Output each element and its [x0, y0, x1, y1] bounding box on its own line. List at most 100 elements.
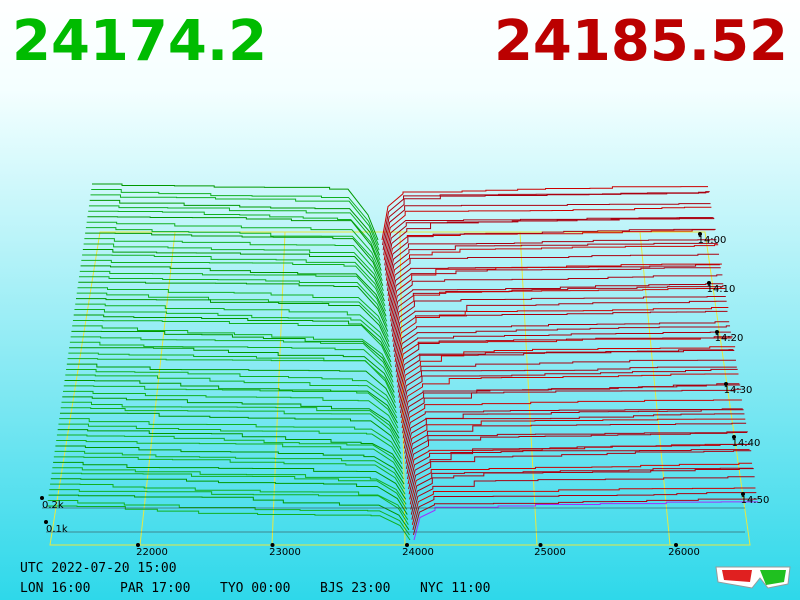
- depth-label: 0.2k: [42, 500, 64, 511]
- ask-depth-line: [395, 325, 731, 373]
- bid-depth-line: [88, 210, 382, 266]
- ask-depth-line: [382, 191, 710, 251]
- bid-depth-line: [88, 205, 381, 261]
- bid-depth-line: [50, 478, 408, 515]
- price-tick: [270, 543, 275, 547]
- depth-lines: [47, 183, 758, 541]
- axis-labels: 22000 23000 24000 25000 26000 14:00 14:10 14:20…: [40, 232, 769, 558]
- bid-depth-line: [77, 287, 389, 337]
- bid-depth-line: [86, 221, 383, 276]
- bid-depth-line: [55, 445, 405, 485]
- ask-depth-line: [407, 431, 748, 480]
- ask-depth-line: [393, 300, 727, 352]
- bid-depth-line: [58, 423, 403, 464]
- bid-price: 24174.2: [12, 9, 267, 74]
- time-label: 14:10: [707, 284, 736, 295]
- ask-depth-line: [394, 306, 729, 363]
- time-label: 14:50: [741, 495, 770, 506]
- price-label: 22000: [136, 547, 168, 558]
- bid-depth-line: [54, 450, 406, 490]
- bid-depth-line: [85, 227, 383, 281]
- price-tick: [674, 543, 678, 547]
- ask-depth-line: [400, 368, 738, 419]
- ask-depth-line: [413, 501, 758, 541]
- ask-depth-line: [381, 186, 708, 241]
- ask-depth-line: [388, 244, 719, 302]
- bid-depth-line: [47, 500, 410, 536]
- ask-depth-line: [399, 359, 736, 408]
- bid-depth-line: [89, 199, 381, 256]
- utc-time: UTC 2022-07-20 15:00: [20, 561, 177, 576]
- ask-depth-line: [398, 346, 736, 403]
- ask-depth-line: [397, 349, 734, 393]
- ask-depth-line: [390, 274, 723, 327]
- bid-depth-line: [60, 407, 401, 449]
- zone-time: PAR 17:00: [120, 581, 190, 596]
- bid-depth-line: [72, 325, 393, 373]
- ask-depth-line: [409, 462, 753, 505]
- ask-depth-line: [389, 267, 721, 317]
- bid-depth-line: [92, 183, 379, 241]
- bid-depth-line: [48, 494, 410, 531]
- bid-depth-line: [90, 194, 380, 251]
- bid-depth-line: [82, 248, 385, 302]
- ask-depth-line: [384, 217, 713, 266]
- bid-depth-line: [70, 336, 394, 383]
- bid-depth-line: [67, 358, 396, 403]
- bid-depth-line: [49, 489, 409, 526]
- ask-depth-line: [405, 422, 747, 469]
- bid-depth-line: [65, 374, 398, 419]
- bid-depth-line: [75, 298, 390, 347]
- bid-depth-line: [51, 472, 408, 510]
- time-tick: [715, 330, 719, 334]
- bid-depth-line: [72, 319, 393, 368]
- ask-depth-line: [396, 331, 731, 378]
- bid-depth-line: [76, 292, 390, 342]
- ask-depth-line: [410, 468, 754, 515]
- bid-depth-line: [79, 270, 388, 322]
- bid-depth-line: [61, 401, 401, 444]
- ask-depth-line: [406, 432, 747, 475]
- time-tick: [741, 492, 745, 496]
- ask-depth-line: [401, 373, 739, 424]
- ask-depth-line: [392, 287, 726, 342]
- ask-depth-line: [407, 443, 749, 485]
- 3d-glasses-icon: [715, 566, 791, 589]
- bid-depth-line: [59, 412, 402, 454]
- time-tick: [732, 435, 736, 439]
- depth-tick: [44, 520, 48, 524]
- bid-depth-line: [66, 369, 397, 414]
- time-label: 14:40: [732, 438, 761, 449]
- bid-depth-line: [73, 314, 392, 363]
- time-label: 14:20: [715, 333, 744, 344]
- ask-depth-line: [383, 206, 712, 261]
- ask-depth-line: [399, 366, 737, 413]
- bid-depth-line: [50, 483, 409, 520]
- ask-depth-line: [412, 492, 757, 530]
- bid-depth-line: [52, 467, 407, 505]
- bid-depth-line: [66, 363, 397, 409]
- bid-depth-line: [53, 456, 406, 495]
- price-tick: [538, 543, 543, 547]
- zone-time: NYC 11:00: [420, 581, 490, 596]
- price-label: 24000: [402, 547, 434, 558]
- ask-price: 24185.52: [494, 9, 788, 74]
- ask-depth-line: [411, 476, 755, 520]
- bid-depth-line: [87, 216, 382, 271]
- bid-depth-line: [78, 281, 389, 332]
- ask-depth-line: [398, 350, 735, 398]
- bid-depth-line: [63, 385, 399, 429]
- ask-depth-line: [403, 408, 743, 449]
- bid-depth-line: [84, 238, 384, 292]
- bid-depth-line: [83, 243, 385, 297]
- price-label: 26000: [668, 547, 700, 558]
- time-tick: [724, 382, 728, 386]
- ask-depth-line: [405, 418, 746, 464]
- depth-label: 0.1k: [46, 524, 68, 535]
- ask-depth-line: [395, 321, 730, 368]
- ask-depth-line: [412, 498, 758, 536]
- ask-depth-line: [408, 449, 750, 490]
- price-label: 23000: [269, 547, 301, 558]
- bid-depth-line: [59, 418, 402, 459]
